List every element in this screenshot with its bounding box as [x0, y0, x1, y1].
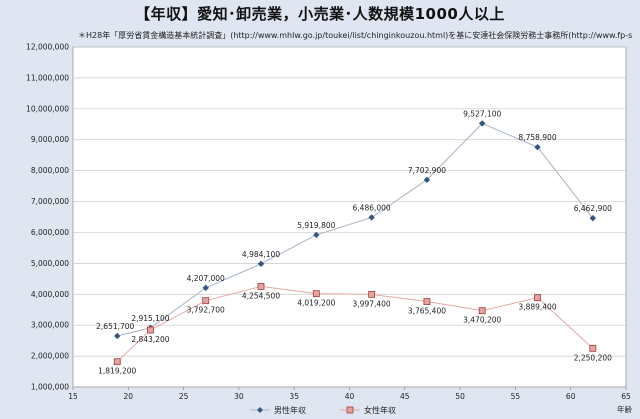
x-tick-label: 55 — [511, 392, 521, 401]
male-data-point — [114, 332, 121, 340]
x-tick-label: 15 — [68, 392, 78, 401]
male-data-point — [423, 176, 431, 184]
y-tick-label: 10,000,000 — [26, 104, 69, 113]
y-tick-label: 2,000,000 — [31, 352, 69, 361]
y-tick-label: 3,000,000 — [31, 321, 69, 330]
female-data-point — [147, 326, 154, 334]
male-data-label: 8,758,900 — [518, 133, 556, 142]
female-data-label: 2,250,200 — [574, 353, 612, 362]
x-tick-label: 65 — [621, 392, 631, 401]
male-data-label: 2,651,700 — [96, 322, 134, 331]
x-tick-label: 45 — [400, 392, 410, 401]
female-data-point — [368, 290, 376, 298]
x-tick-label: 60 — [566, 392, 576, 401]
female-data-label: 2,843,200 — [131, 335, 169, 344]
x-tick-label: 20 — [124, 392, 134, 401]
male-data-label: 4,207,000 — [187, 274, 225, 283]
y-tick-label: 7,000,000 — [31, 197, 69, 206]
female-data-label: 3,765,400 — [408, 307, 446, 316]
female-data-label: 3,792,700 — [187, 306, 225, 315]
female-data-label: 1,819,200 — [98, 367, 136, 376]
male-data-label: 6,486,000 — [353, 203, 391, 212]
male-data-label: 4,984,100 — [242, 250, 280, 259]
y-tick-label: 8,000,000 — [31, 166, 69, 175]
female-data-label: 3,889,400 — [518, 303, 556, 312]
x-tick-label: 35 — [289, 392, 299, 401]
y-tick-label: 1,000,000 — [31, 383, 69, 392]
female-data-point — [257, 283, 265, 290]
female-data-point — [534, 294, 541, 302]
x-tick-label: 40 — [345, 392, 355, 401]
male-data-point — [202, 284, 209, 292]
male-data-point — [534, 143, 541, 151]
y-tick-label: 5,000,000 — [31, 259, 69, 268]
male-data-point — [589, 214, 597, 222]
female-data-point — [113, 358, 121, 366]
male-series-line — [117, 122, 594, 337]
male-data-label: 9,527,100 — [463, 109, 501, 118]
male-data-point — [257, 260, 265, 268]
female-data-label: 4,019,200 — [297, 299, 335, 308]
x-tick-label: 50 — [455, 392, 465, 401]
female-data-label: 4,254,500 — [242, 291, 280, 300]
male-data-label: 6,462,900 — [574, 204, 612, 213]
y-tick-label: 6,000,000 — [31, 228, 69, 237]
legend-female-label: 女性年収 — [364, 405, 396, 415]
plot-area — [72, 46, 627, 388]
female-data-point — [478, 307, 486, 315]
y-tick-label: 11,000,000 — [26, 73, 69, 82]
female-data-label: 3,470,200 — [463, 316, 501, 325]
legend-female-marker — [346, 406, 354, 414]
male-data-point — [479, 120, 486, 127]
x-tick-label: 25 — [179, 392, 189, 401]
female-data-label: 3,997,400 — [353, 299, 391, 308]
female-data-point — [312, 290, 320, 298]
legend-male-marker — [257, 407, 263, 413]
female-series-line — [116, 285, 594, 363]
x-axis-title: 年齢 — [617, 404, 632, 414]
y-tick-label: 12,000,000 — [26, 43, 69, 52]
female-data-point — [423, 298, 431, 305]
female-data-point — [202, 297, 210, 305]
y-tick-label: 9,000,000 — [31, 135, 69, 144]
male-data-label: 2,915,100 — [131, 314, 169, 323]
y-tick-label: 4,000,000 — [31, 290, 69, 299]
male-data-label: 5,919,800 — [297, 221, 335, 230]
male-data-label: 7,702,900 — [408, 166, 446, 175]
source-note: ＊H28年「厚労省賃金構造基本統計調査」(http://www.mhlw.go.… — [78, 31, 633, 40]
male-data-point — [368, 214, 375, 221]
female-data-point — [589, 344, 597, 352]
chart-title: 【年収】愛知･卸売業，小売業･人数規模1000人以上 — [135, 5, 505, 23]
male-data-point — [313, 231, 320, 239]
x-tick-label: 30 — [234, 392, 244, 401]
legend-male-label: 男性年収 — [274, 405, 306, 415]
